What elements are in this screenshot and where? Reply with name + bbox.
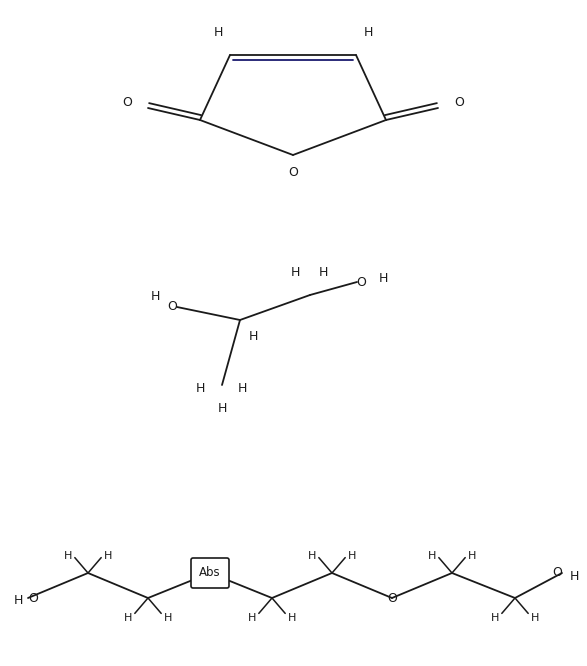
Text: H: H bbox=[363, 25, 373, 39]
Text: O: O bbox=[167, 300, 177, 314]
Text: H: H bbox=[14, 595, 23, 607]
FancyBboxPatch shape bbox=[191, 558, 229, 588]
Text: H: H bbox=[308, 551, 316, 561]
Text: H: H bbox=[124, 613, 132, 623]
Text: H: H bbox=[318, 266, 328, 278]
Text: O: O bbox=[454, 97, 464, 109]
Text: H: H bbox=[291, 266, 300, 278]
Text: Abs: Abs bbox=[199, 567, 221, 579]
Text: H: H bbox=[427, 551, 436, 561]
Text: O: O bbox=[288, 165, 298, 178]
Text: O: O bbox=[552, 567, 562, 579]
Text: H: H bbox=[569, 569, 579, 583]
Text: H: H bbox=[213, 25, 222, 39]
Text: H: H bbox=[348, 551, 356, 561]
Text: H: H bbox=[217, 402, 227, 414]
Text: H: H bbox=[531, 613, 539, 623]
Text: O: O bbox=[356, 276, 366, 288]
Text: H: H bbox=[104, 551, 112, 561]
Text: H: H bbox=[237, 382, 247, 394]
Text: O: O bbox=[122, 97, 132, 109]
Text: O: O bbox=[387, 591, 397, 605]
Text: H: H bbox=[491, 613, 499, 623]
Text: H: H bbox=[378, 272, 387, 284]
Text: H: H bbox=[195, 382, 205, 394]
Text: H: H bbox=[248, 613, 256, 623]
Text: O: O bbox=[28, 591, 38, 605]
Text: H: H bbox=[288, 613, 296, 623]
Text: H: H bbox=[63, 551, 72, 561]
Text: H: H bbox=[468, 551, 477, 561]
Text: H: H bbox=[248, 330, 258, 344]
Text: H: H bbox=[150, 290, 160, 302]
Text: H: H bbox=[164, 613, 173, 623]
